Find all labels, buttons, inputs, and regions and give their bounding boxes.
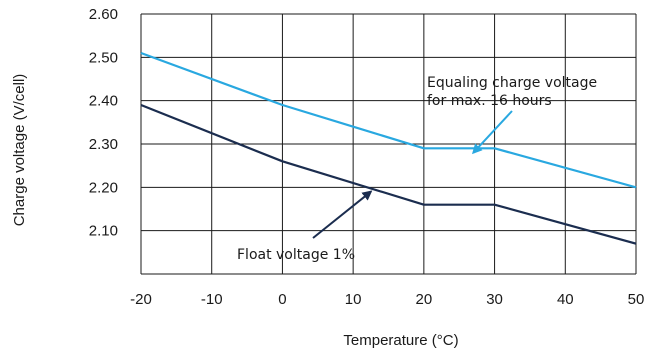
y-tick-label: 2.10: [89, 223, 118, 240]
series-group: [140, 51, 637, 245]
y-tick-label: 2.50: [89, 49, 118, 66]
annotation-float-label: Float voltage 1%: [237, 247, 355, 263]
series-line-float: [140, 103, 637, 245]
x-tick-label: 20: [416, 291, 433, 308]
annotation-float-arrow: [312, 190, 373, 239]
annotation-equaling-arrow: [471, 110, 513, 155]
x-tick-label: 10: [345, 291, 362, 308]
annotations: Equaling charge voltage for max. 16 hours…: [237, 75, 597, 263]
series-line-equaling-charge: [140, 51, 637, 189]
y-tick-label: 2.30: [89, 136, 118, 153]
x-axis-label: Temperature (°C): [343, 332, 458, 349]
y-tick-label: 2.40: [89, 93, 118, 110]
annotation-equaling-label: Equaling charge voltage: [427, 75, 597, 91]
x-tick-label: 40: [557, 291, 574, 308]
x-tick-label: 0: [278, 291, 286, 308]
y-tick-label: 2.20: [89, 179, 118, 196]
y-axis-label: Charge voltage (V/cell): [11, 74, 28, 227]
y-tick-label: 2.60: [89, 6, 118, 23]
x-tick-label: 30: [486, 291, 503, 308]
grid: [140, 13, 637, 275]
x-tick-label: -10: [201, 291, 223, 308]
x-tick-label: 50: [628, 291, 645, 308]
tick-labels: -20 -10 0 10 20 30 40 50 2.60 2.50 2.40 2.30 2.20 2.1…: [89, 6, 645, 308]
x-tick-label: -20: [130, 291, 152, 308]
annotation-equaling-label: for max. 16 hours: [427, 93, 552, 109]
